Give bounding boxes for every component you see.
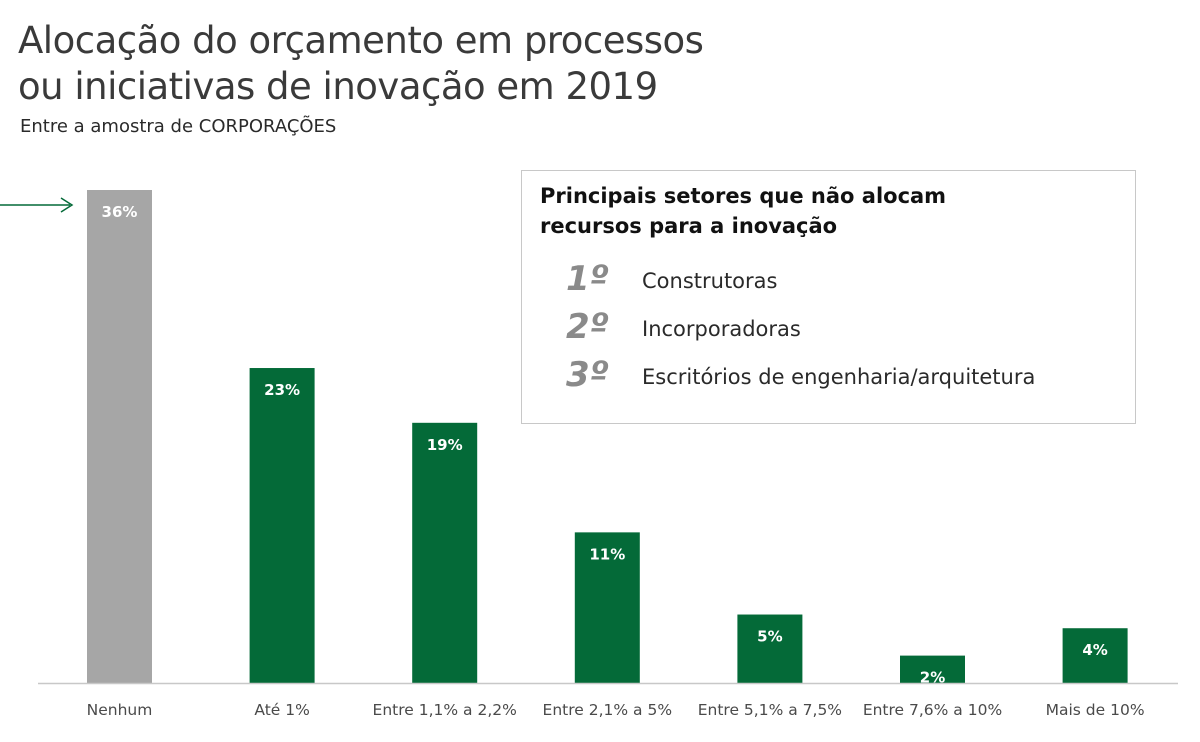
data-label: 5%	[757, 628, 782, 646]
infobox-title-line-2: recursos para a inovação	[540, 214, 838, 238]
x-tick-label: Até 1%	[254, 701, 309, 719]
bar	[574, 532, 640, 683]
rank-number: 1º	[566, 259, 609, 299]
bar	[87, 190, 152, 683]
chart-title-line-2: ou iniciativas de inovação em 2019	[18, 65, 658, 108]
bar	[1062, 628, 1128, 683]
data-label: 36%	[102, 203, 138, 221]
x-tick-label: Entre 5,1% a 7,5%	[698, 701, 842, 719]
rank-row-3: 3º Escritórios de engenharia/arquitetura	[522, 355, 1135, 399]
data-label: 23%	[264, 381, 300, 399]
chart-subtitle: Entre a amostra de CORPORAÇÕES	[20, 116, 337, 137]
bar	[737, 614, 803, 683]
rank-row-2: 2º Incorporadoras	[522, 307, 1135, 351]
rank-sector-name: Construtoras	[642, 269, 778, 293]
x-tick-label: Entre 7,6% a 10%	[863, 701, 1002, 719]
rank-number: 2º	[566, 307, 609, 347]
chart-title-line-1: Alocação do orçamento em processos	[18, 19, 704, 62]
rank-row-1: 1º Construtoras	[522, 259, 1135, 303]
bar	[412, 422, 478, 683]
rank-sector-name: Escritórios de engenharia/arquitetura	[642, 365, 1036, 389]
x-tick-label: Entre 1,1% a 2,2%	[373, 701, 517, 719]
sectors-infobox: Principais setores que não alocam recurs…	[521, 170, 1136, 424]
bar	[249, 368, 315, 683]
highlight-arrow-head	[60, 197, 74, 213]
rank-number: 3º	[566, 355, 609, 395]
data-label: 19%	[427, 436, 463, 454]
infobox-title-line-1: Principais setores que não alocam	[540, 184, 947, 208]
bar	[900, 655, 965, 683]
data-label: 4%	[1082, 641, 1107, 659]
x-tick-label: Nenhum	[87, 701, 153, 719]
data-label: 2%	[920, 669, 945, 687]
infobox-title: Principais setores que não alocam recurs…	[540, 181, 946, 241]
chart-title: Alocação do orçamento em processos ou in…	[18, 18, 704, 110]
rank-sector-name: Incorporadoras	[642, 317, 801, 341]
x-tick-label: Mais de 10%	[1046, 701, 1145, 719]
data-label: 11%	[589, 545, 625, 563]
x-tick-label: Entre 2,1% a 5%	[543, 701, 673, 719]
